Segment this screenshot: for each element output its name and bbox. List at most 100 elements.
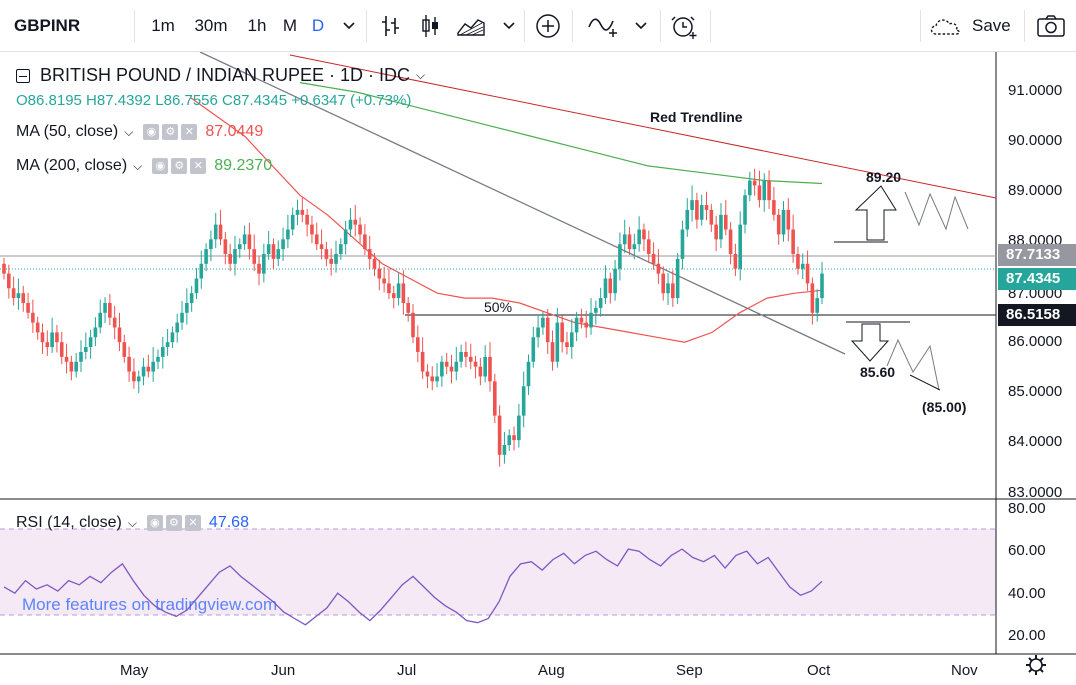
candle — [738, 211, 742, 281]
camera-icon[interactable] — [1032, 0, 1070, 52]
rsi-legend-value: 47.68 — [208, 514, 249, 531]
ma200-legend[interactable]: MA (200, close) ⌵ ◉ ⚙ ✕ 89.2370 — [16, 157, 272, 175]
rsi-settings-icon[interactable]: ⚙ — [165, 515, 182, 531]
candle — [170, 326, 175, 349]
candle — [661, 266, 666, 301]
ma200-settings-icon[interactable]: ⚙ — [171, 158, 188, 174]
interval-1m[interactable]: 1m — [151, 16, 175, 35]
chart-style-dropdown-chevron-icon[interactable] — [498, 0, 520, 52]
compare-add-icon[interactable] — [532, 0, 564, 52]
indicators-dropdown-chevron-icon[interactable] — [630, 0, 652, 52]
price-tick-85: 85.0000 — [1008, 383, 1062, 400]
area-style-icon[interactable] — [454, 0, 488, 52]
chart-area[interactable]: Red Trendline 50% 89.20 85.60 (85.00) Mo… — [0, 52, 1076, 685]
toolbar-divider — [524, 10, 525, 42]
candle — [290, 207, 295, 236]
candle — [50, 317, 54, 353]
ma50-legend-buttons: ◉ ⚙ ✕ — [143, 124, 198, 140]
red-trendline[interactable] — [289, 54, 997, 199]
candle — [646, 230, 651, 263]
candle — [112, 305, 117, 340]
watermark-text: More features on tradingview.com — [22, 595, 277, 614]
candle — [493, 374, 497, 423]
ma50-remove-icon[interactable]: ✕ — [181, 124, 198, 140]
price-axis[interactable]: 91.0000 90.0000 89.0000 88.0000 87.0000 … — [1008, 82, 1062, 501]
collapse-legend-icon[interactable] — [16, 68, 30, 83]
candle — [435, 363, 439, 388]
ma50-settings-icon[interactable]: ⚙ — [162, 124, 179, 140]
symbol-title: BRITISH POUND / INDIAN RUPEE · 1D · IDC — [40, 65, 411, 85]
main-legend-title[interactable]: BRITISH POUND / INDIAN RUPEE · 1D · IDC … — [16, 65, 425, 86]
settings-gear-icon[interactable] — [1026, 655, 1046, 675]
interval-1h[interactable]: 1h — [247, 16, 267, 35]
toolbar-divider — [366, 10, 367, 42]
time-label-aug: Aug — [538, 662, 565, 679]
rsi-legend-label: RSI (14, close) — [16, 514, 122, 531]
candle — [117, 312, 122, 351]
candle — [242, 225, 247, 251]
interval-M[interactable]: M — [282, 16, 298, 35]
candle — [84, 332, 88, 360]
candle — [468, 343, 473, 370]
candle — [141, 357, 146, 386]
rsi-legend-chevron-icon[interactable]: ⌵ — [127, 515, 137, 530]
candle — [281, 227, 285, 261]
candle — [218, 209, 223, 246]
candle — [613, 259, 617, 301]
candle — [16, 278, 21, 310]
rsi-remove-icon[interactable]: ✕ — [184, 515, 201, 531]
ma200-legend-chevron-icon[interactable]: ⌵ — [133, 158, 143, 173]
candle — [98, 299, 103, 334]
toolbar-divider — [710, 10, 711, 42]
candle — [411, 303, 415, 344]
candle — [752, 168, 757, 196]
ma50-hide-eye-icon[interactable]: ◉ — [143, 124, 160, 140]
candle — [449, 354, 454, 384]
rsi-tick-80: 80.00 — [1008, 500, 1046, 517]
candle — [473, 355, 478, 379]
chart-canvas[interactable]: Red Trendline 50% 89.20 85.60 (85.00) Mo… — [0, 52, 1076, 685]
legend-title-chevron-icon[interactable]: ⌵ — [416, 68, 426, 82]
alert-clock-icon[interactable] — [666, 0, 702, 52]
ma50-legend[interactable]: MA (50, close) ⌵ ◉ ⚙ ✕ 87.0449 — [16, 123, 263, 141]
candle — [728, 222, 733, 265]
indicators-icon[interactable] — [584, 0, 624, 52]
ma200-hide-eye-icon[interactable]: ◉ — [152, 158, 169, 174]
interval-dropdown-chevron-icon[interactable] — [338, 0, 360, 52]
candle — [483, 345, 487, 383]
time-label-sep: Sep — [676, 662, 703, 679]
save-button-label: Save — [972, 16, 1011, 35]
save-button[interactable]: Save — [928, 0, 1020, 52]
grey-trendline[interactable] — [199, 52, 846, 355]
candle — [627, 227, 632, 255]
candles-style-icon[interactable] — [416, 0, 446, 52]
bars-style-icon[interactable] — [376, 0, 406, 52]
interval-D[interactable]: D — [311, 16, 325, 35]
candle — [343, 220, 348, 255]
rsi-axis[interactable]: 80.00 60.00 40.00 20.00 — [1008, 500, 1046, 644]
candle — [319, 229, 324, 260]
rsi-hide-eye-icon[interactable]: ◉ — [146, 515, 163, 531]
candle — [560, 315, 564, 353]
candle — [459, 344, 463, 368]
candle — [175, 313, 180, 343]
ma200-remove-icon[interactable]: ✕ — [190, 158, 207, 174]
candle — [257, 256, 261, 286]
ma200-legend-label: MA (200, close) — [16, 157, 128, 174]
price-tick-89: 89.0000 — [1008, 182, 1062, 199]
interval-30m[interactable]: 30m — [194, 16, 228, 35]
candle — [526, 354, 531, 396]
candle — [156, 349, 160, 370]
rsi-tick-60: 60.00 — [1008, 542, 1046, 559]
candle — [103, 297, 107, 324]
ma50-legend-chevron-icon[interactable]: ⌵ — [124, 124, 134, 139]
level-lower-price-tag: 86.5158 — [998, 304, 1076, 326]
time-axis[interactable]: May Jun Jul Aug Sep Oct Nov — [120, 662, 978, 679]
candle — [550, 330, 555, 371]
rsi-legend[interactable]: RSI (14, close) ⌵ ◉ ⚙ ✕ 47.68 — [16, 514, 249, 532]
candle — [7, 264, 11, 299]
candle — [127, 346, 131, 382]
symbol-search[interactable]: GBPINR — [14, 16, 81, 35]
fib-50-label: 50% — [484, 299, 512, 315]
candle — [637, 216, 641, 252]
